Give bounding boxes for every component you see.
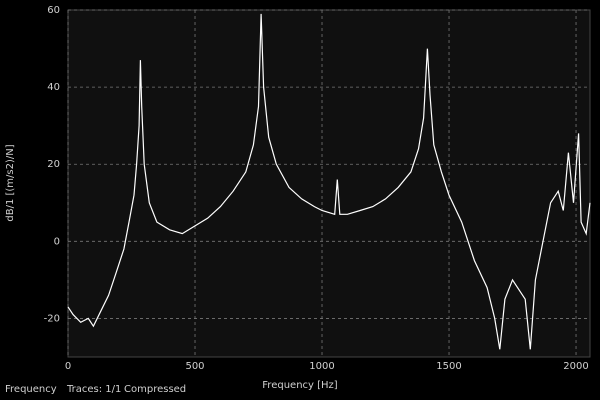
status-traces: Traces: 1/1: [66, 384, 121, 395]
y-tick-label: 20: [47, 159, 60, 170]
trace-line: [67, 13, 591, 350]
y-tick-label: 40: [47, 82, 60, 93]
status-label: Frequency: [5, 384, 57, 395]
plot-area: [67, 9, 591, 358]
x-tick-label: 2000: [563, 361, 588, 372]
x-axis-label: Frequency [Hz]: [262, 380, 338, 391]
status-mode: Compressed: [124, 384, 186, 395]
x-tick-label: 500: [185, 361, 204, 372]
y-tick-label: 0: [54, 236, 60, 247]
y-axis-label: dB/1 [(m/s2)/N]: [5, 144, 16, 221]
x-tick-label: 1000: [309, 361, 334, 372]
y-tick-label: -20: [44, 313, 60, 324]
x-tick-label: 0: [65, 361, 71, 372]
x-tick-label: 1500: [436, 361, 461, 372]
y-tick-label: 60: [47, 5, 60, 16]
